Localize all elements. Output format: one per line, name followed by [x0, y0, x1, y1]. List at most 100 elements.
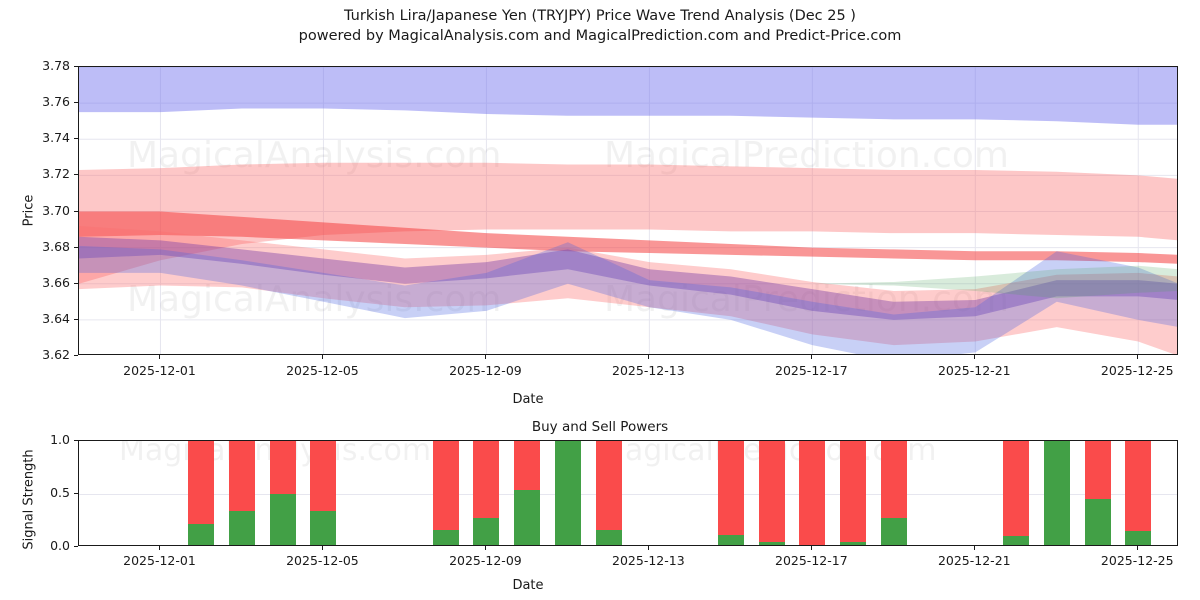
signal-chart-title: Buy and Sell Powers [531, 419, 669, 435]
sell-power-bar[interactable] [473, 441, 500, 519]
sell-power-bar[interactable] [840, 441, 867, 542]
price-ytick-label: 3.62 [42, 347, 70, 362]
price-wave-bands: MagicalAnalysis.com MagicalPrediction.com… [79, 67, 1177, 354]
buy-power-bar[interactable] [1125, 531, 1152, 545]
price-ytick-mark [74, 282, 78, 284]
price-ytick-mark [74, 102, 78, 104]
buy-power-bar[interactable] [717, 535, 744, 545]
price-xtick-mark [648, 355, 650, 359]
buy-power-bar[interactable] [514, 489, 541, 545]
signal-ytick-mark [74, 546, 78, 547]
signal-xtick-mark [648, 546, 650, 550]
signal-xtick-mark [159, 546, 161, 550]
figure-title-block: Turkish Lira/Japanese Yen (TRYJPY) Price… [0, 6, 1200, 46]
price-band-3 [79, 225, 1177, 354]
price-xtick-mark [1137, 355, 1139, 359]
sell-power-bar[interactable] [880, 441, 907, 519]
signal-ytick-label: 0.5 [50, 485, 70, 500]
sell-power-bar[interactable] [188, 441, 215, 524]
sell-power-bar[interactable] [1003, 441, 1030, 537]
buy-power-bar[interactable] [473, 518, 500, 545]
signal-chart-xaxis-label: Date [512, 578, 544, 593]
price-band-4 [79, 236, 1177, 320]
price-ytick-label: 3.68 [42, 238, 70, 254]
signal-xtick-label: 2025-12-09 [449, 553, 522, 568]
buy-power-bar[interactable] [840, 541, 867, 545]
price-band-1 [79, 162, 1177, 284]
signal-xtick-label: 2025-12-01 [123, 553, 196, 568]
signal-xtick-mark [811, 546, 813, 550]
price-xtick-label: 2025-12-01 [123, 363, 196, 378]
buy-power-bar[interactable] [188, 523, 215, 545]
signal-ytick-mark [74, 493, 78, 494]
price-xtick-mark [322, 355, 324, 359]
signal-ytick-label: 0.0 [50, 538, 70, 553]
sell-power-bar[interactable] [432, 441, 459, 531]
sell-power-bar[interactable] [1125, 441, 1152, 532]
price-xtick-mark [159, 355, 161, 359]
signal-ytick-mark [74, 440, 78, 441]
buy-power-bar[interactable] [228, 510, 255, 545]
buy-power-bar[interactable] [554, 441, 581, 545]
signal-gridline [79, 494, 1177, 495]
buy-power-bar[interactable] [432, 530, 459, 545]
sell-power-bar[interactable] [758, 441, 785, 542]
signal-xtick-label: 2025-12-17 [775, 553, 848, 568]
price-band-2 [79, 211, 1177, 264]
buy-power-bar[interactable] [758, 541, 785, 545]
watermark-text: MagicalAnalysis.com [127, 135, 501, 176]
sell-power-bar[interactable] [595, 441, 622, 531]
signal-xtick-mark [485, 546, 487, 550]
sell-power-bar[interactable] [1084, 441, 1111, 500]
price-xtick-label: 2025-12-21 [937, 363, 1011, 378]
buy-power-bar[interactable] [310, 510, 337, 545]
price-ytick-mark [74, 210, 78, 212]
buy-power-bar[interactable] [1084, 499, 1111, 545]
price-xtick-label: 2025-12-25 [1100, 363, 1174, 378]
price-ytick-mark [74, 138, 78, 140]
buy-power-bar[interactable] [595, 530, 622, 545]
watermark-text: MagicalPrediction.com [604, 135, 1009, 176]
price-xtick-mark [974, 355, 976, 359]
signal-xtick-label: 2025-12-21 [937, 553, 1011, 568]
price-ytick-label: 3.78 [42, 58, 70, 73]
signal-strength-axis-label: Signal Strength [21, 449, 37, 550]
price-ytick-label: 3.72 [42, 166, 70, 182]
buy-power-bar[interactable] [1043, 441, 1070, 545]
sell-power-bar[interactable] [799, 441, 826, 545]
sell-power-bar[interactable] [717, 441, 744, 536]
signal-xtick-label: 2025-12-05 [286, 553, 359, 568]
price-band-6 [79, 265, 1177, 299]
price-ytick-mark [74, 355, 78, 356]
sell-power-bar[interactable] [228, 441, 255, 511]
buy-power-bar[interactable] [1003, 536, 1030, 545]
signal-xtick-mark [974, 546, 976, 550]
price-ytick-mark [74, 174, 78, 176]
sell-power-bar[interactable] [269, 441, 296, 494]
price-xtick-label: 2025-12-05 [286, 363, 359, 378]
price-ytick-mark [74, 246, 78, 248]
price-band-5 [79, 242, 1177, 354]
watermark-text: MagicalAnalysis.com [127, 279, 501, 320]
signal-xtick-mark [322, 546, 324, 550]
signal-ytick-label: 1.0 [50, 432, 70, 447]
buy-power-bar[interactable] [269, 494, 296, 545]
price-ytick-label: 3.74 [42, 130, 70, 146]
watermark-text: MagicalPrediction.com [604, 279, 1009, 320]
buy-power-bar[interactable] [880, 518, 907, 545]
sell-power-bar[interactable] [514, 441, 541, 490]
signal-xtick-label: 2025-12-13 [612, 553, 685, 568]
signal-xtick-mark [1137, 546, 1139, 550]
price-ytick-mark [74, 318, 78, 320]
price-xtick-label: 2025-12-09 [449, 363, 522, 378]
price-xtick-mark [811, 355, 813, 359]
price-ytick-label: 3.66 [42, 274, 70, 290]
price-ytick-label: 3.76 [42, 94, 70, 110]
price-band-0 [79, 67, 1177, 125]
price-ytick-label: 3.70 [42, 202, 70, 218]
sell-power-bar[interactable] [310, 441, 337, 511]
price-chart-xaxis-label: Date [512, 392, 544, 407]
price-xtick-label: 2025-12-13 [612, 363, 685, 378]
